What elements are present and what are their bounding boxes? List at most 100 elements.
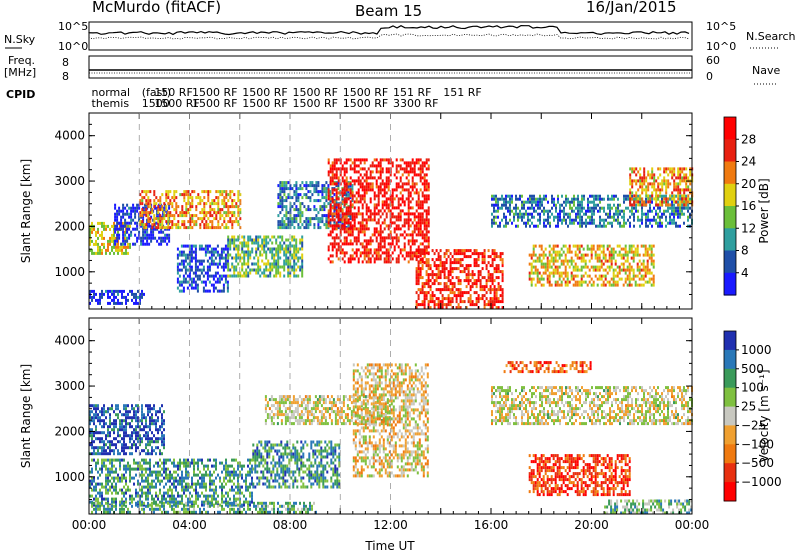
data-cell: [657, 176, 660, 180]
data-cell: [208, 274, 211, 278]
data-cell: [642, 265, 645, 269]
data-cell: [683, 188, 686, 192]
data-cell: [245, 271, 248, 275]
data-cell: [419, 173, 422, 177]
data-cell: [645, 188, 648, 192]
data-cell: [299, 241, 302, 245]
data-cell: [681, 176, 684, 180]
data-cell: [578, 280, 581, 284]
data-cell: [361, 251, 364, 255]
data-cell: [301, 235, 304, 239]
data-cell: [367, 182, 370, 186]
data-cell: [93, 419, 95, 423]
colorbar-swatch: [724, 250, 736, 274]
data-cell: [275, 268, 278, 272]
data-cell: [413, 191, 416, 195]
data-cell: [194, 244, 197, 248]
data-cell: [95, 431, 97, 435]
data-cell: [637, 200, 640, 204]
data-cell: [287, 217, 290, 221]
data-cell: [447, 279, 450, 283]
data-cell: [593, 194, 595, 198]
data-cell: [638, 259, 641, 263]
data-cell: [560, 280, 563, 284]
data-cell: [123, 295, 125, 299]
data-cell: [407, 254, 410, 258]
data-cell: [461, 270, 464, 274]
data-cell: [665, 179, 668, 183]
data-cell: [385, 158, 388, 162]
data-cell: [493, 252, 496, 256]
data-cell: [126, 227, 129, 231]
data-cell: [421, 285, 424, 289]
data-cell: [421, 212, 424, 216]
data-cell: [357, 230, 360, 234]
data-cell: [542, 253, 545, 257]
data-cell: [349, 227, 352, 231]
data-cell: [259, 253, 262, 257]
data-cell: [433, 282, 436, 286]
data-cell: [303, 193, 306, 197]
data-cell: [644, 250, 647, 254]
data-cell: [665, 200, 668, 204]
data-cell: [365, 203, 368, 207]
data-cell: [499, 197, 501, 201]
data-cell: [413, 215, 416, 219]
data-cell: [103, 221, 105, 225]
data-cell: [190, 253, 193, 257]
data-cell: [383, 182, 386, 186]
data-cell: [279, 223, 282, 227]
data-cell: [635, 173, 638, 177]
data-cell: [548, 283, 551, 287]
data-cell: [269, 247, 272, 251]
data-cell: [624, 268, 627, 272]
data-cell: [387, 197, 390, 201]
data-cell: [189, 223, 192, 227]
data-cell: [351, 191, 354, 195]
data-cell: [405, 164, 408, 168]
data-cell: [235, 247, 238, 251]
data-cell: [293, 262, 296, 266]
data-cell: [447, 294, 450, 298]
data-cell: [433, 273, 436, 277]
data-cell: [319, 205, 322, 209]
data-cell: [669, 212, 671, 216]
data-cell: [267, 241, 270, 245]
data-cell: [661, 194, 663, 198]
data-cell: [515, 203, 517, 207]
data-cell: [425, 209, 428, 213]
data-cell: [457, 279, 460, 283]
data-cell: [542, 283, 545, 287]
data-cell: [385, 215, 388, 219]
data-cell: [175, 205, 178, 209]
data-cell: [176, 271, 179, 275]
data-cell: [431, 258, 434, 262]
data-cell: [212, 259, 215, 263]
data-cell: [315, 217, 318, 221]
data-cell: [521, 218, 523, 222]
data-cell: [241, 235, 244, 239]
data-cell: [423, 245, 426, 249]
cpid-entry: normal: [92, 86, 131, 99]
data-cell: [107, 292, 109, 296]
data-cell: [602, 283, 605, 287]
data-cell: [435, 258, 438, 262]
data-cell: [489, 300, 492, 304]
data-cell: [497, 200, 499, 204]
data-cell: [132, 227, 135, 231]
data-cell: [634, 283, 637, 287]
data-cell: [287, 247, 290, 251]
data-cell: [212, 247, 215, 251]
data-cell: [395, 164, 398, 168]
data-cell: [564, 268, 567, 272]
data-cell: [681, 167, 684, 171]
data-cell: [435, 288, 438, 292]
data-cell: [501, 218, 503, 222]
data-cell: [253, 256, 256, 260]
data-cell: [479, 252, 482, 256]
data-cell: [580, 265, 583, 269]
data-cell: [241, 241, 244, 245]
data-cell: [229, 211, 232, 215]
data-cell: [203, 196, 206, 200]
